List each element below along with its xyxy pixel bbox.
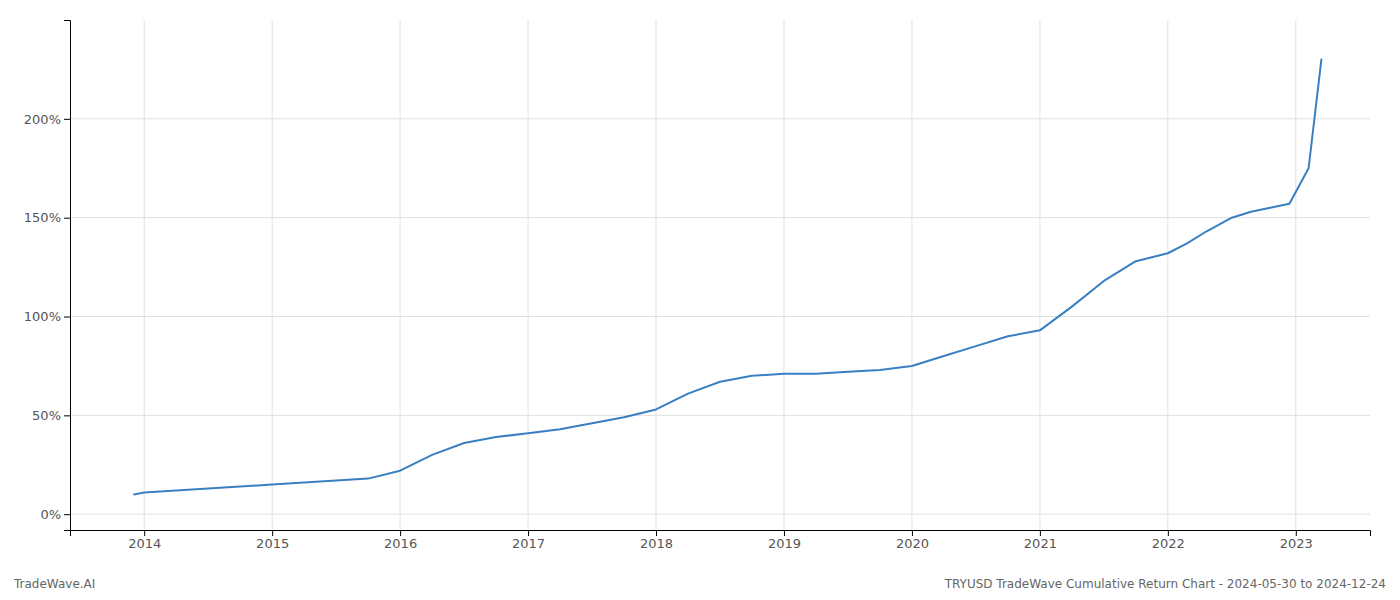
- grid-line-x: [144, 20, 145, 530]
- grid-line-y: [70, 316, 1370, 317]
- x-tick-label: 2022: [1152, 536, 1185, 551]
- grid-line-x: [1039, 20, 1040, 530]
- y-tick-mark: [64, 317, 70, 318]
- y-tick: 50%: [32, 408, 70, 423]
- grid-line-y: [70, 415, 1370, 416]
- footer-right: TRYUSD TradeWave Cumulative Return Chart…: [944, 577, 1386, 591]
- x-tick-label: 2016: [384, 536, 417, 551]
- x-tick-mark: [1296, 530, 1297, 536]
- grid-line-y: [70, 118, 1370, 119]
- grid: [70, 20, 1370, 530]
- grid-line-x: [656, 20, 657, 530]
- y-tick-label: 200%: [24, 111, 61, 126]
- y-tick-label: 0%: [40, 507, 61, 522]
- x-tick-mark: [656, 530, 657, 536]
- y-tick-mark: [64, 514, 70, 515]
- y-tick-mark: [64, 218, 70, 219]
- x-tick: 2014: [128, 530, 161, 551]
- grid-line-y: [70, 217, 1370, 218]
- x-tick-mark: [528, 530, 529, 536]
- x-tick: 2021: [1024, 530, 1057, 551]
- x-axis-line: [71, 531, 1371, 537]
- x-tick: 2016: [384, 530, 417, 551]
- x-tick: 2022: [1152, 530, 1185, 551]
- grid-line-y: [70, 514, 1370, 515]
- grid-line-x: [272, 20, 273, 530]
- x-tick-label: 2015: [256, 536, 289, 551]
- y-tick-label: 50%: [32, 408, 61, 423]
- x-tick-mark: [1168, 530, 1169, 536]
- y-tick: 0%: [40, 507, 70, 522]
- line: [134, 60, 1321, 495]
- x-tick-mark: [272, 530, 273, 536]
- x-tick: 2019: [768, 530, 801, 551]
- x-tick: 2020: [896, 530, 929, 551]
- y-axis-line: [64, 21, 71, 531]
- x-tick-label: 2019: [768, 536, 801, 551]
- y-tick-mark: [64, 415, 70, 416]
- footer-left: TradeWave.AI: [13, 577, 95, 591]
- x-tick-label: 2014: [128, 536, 161, 551]
- chart: 2014 2015 2016 2017 2018 2019 2020 2021 2022 2023…: [0, 0, 1400, 600]
- y-tick-label: 100%: [24, 309, 61, 324]
- x-tick-label: 2020: [896, 536, 929, 551]
- x-tick: 2017: [512, 530, 545, 551]
- y-tick-mark: [64, 119, 70, 120]
- x-tick-label: 2017: [512, 536, 545, 551]
- grid-line-x: [783, 20, 784, 530]
- grid-line-x: [1295, 20, 1296, 530]
- marks: [134, 60, 1321, 495]
- x-tick-mark: [144, 530, 145, 536]
- x-tick-mark: [912, 530, 913, 536]
- background: [0, 0, 1400, 600]
- x-tick-mark: [784, 530, 785, 536]
- grid-line-x: [1167, 20, 1168, 530]
- x-axis: 2014 2015 2016 2017 2018 2019 2020 2021 2022 2023: [71, 530, 1371, 551]
- grid-line-x: [400, 20, 401, 530]
- x-tick: 2023: [1280, 530, 1313, 551]
- y-tick: 200%: [24, 111, 70, 126]
- x-tick-mark: [1040, 530, 1041, 536]
- plot: 2014 2015 2016 2017 2018 2019 2020 2021 2022 2023…: [24, 20, 1371, 551]
- x-tick-label: 2021: [1024, 536, 1057, 551]
- y-axis: 0% 50% 100% 150% 200%: [24, 21, 71, 531]
- x-tick: 2018: [640, 530, 673, 551]
- x-tick-label: 2023: [1280, 536, 1313, 551]
- y-tick-label: 150%: [24, 210, 61, 225]
- x-tick: 2015: [256, 530, 289, 551]
- x-tick-label: 2018: [640, 536, 673, 551]
- y-tick: 150%: [24, 210, 70, 225]
- grid-line-x: [528, 20, 529, 530]
- y-tick: 100%: [24, 309, 70, 324]
- x-tick-mark: [400, 530, 401, 536]
- grid-line-x: [911, 20, 912, 530]
